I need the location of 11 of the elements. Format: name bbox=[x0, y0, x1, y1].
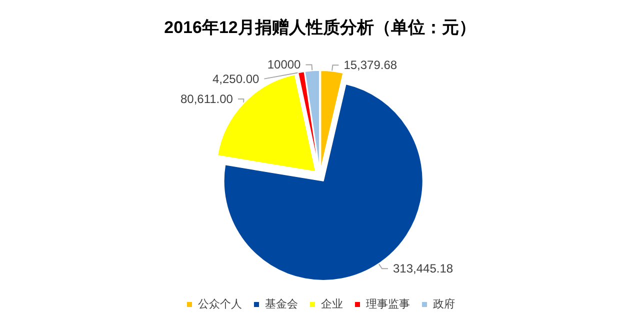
legend-label: 公众个人 bbox=[198, 298, 242, 310]
data-label: 15,379.68 bbox=[344, 58, 398, 72]
legend-label: 政府 bbox=[433, 298, 455, 310]
chart-title: 2016年12月捐赠人性质分析（单位：元） bbox=[164, 18, 476, 37]
legend-label: 理事监事 bbox=[366, 298, 410, 310]
data-label: 313,445.18 bbox=[392, 262, 454, 276]
legend-label: 基金会 bbox=[265, 298, 298, 310]
data-label: 10000 bbox=[267, 58, 302, 72]
data-label: 80,611.00 bbox=[180, 92, 234, 106]
data-label: 4,250.00 bbox=[212, 72, 260, 86]
legend-label: 企业 bbox=[321, 298, 343, 310]
